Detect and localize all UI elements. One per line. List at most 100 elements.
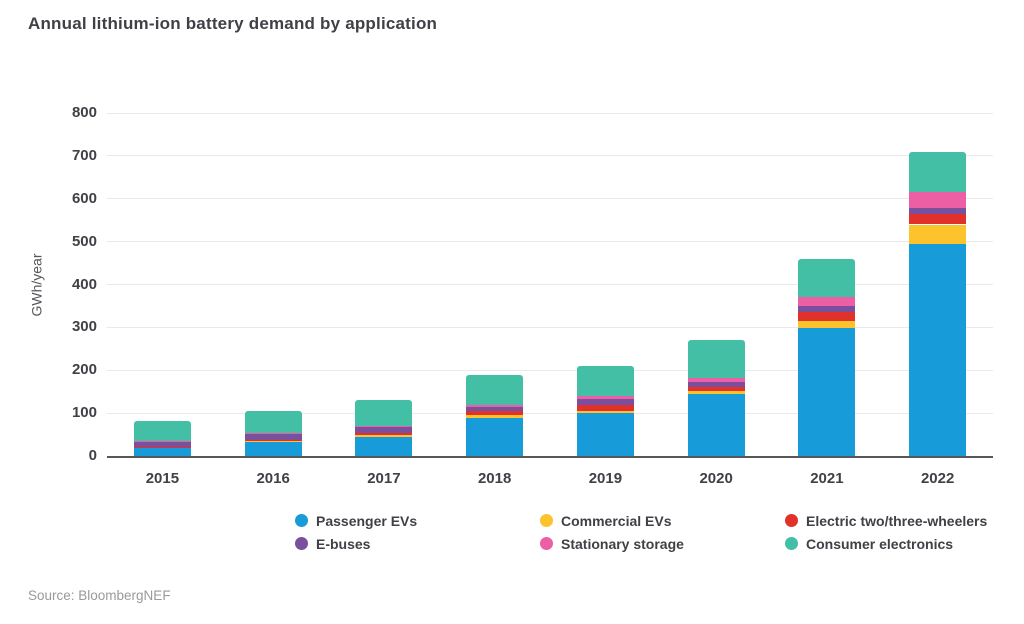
legend-item-e-buses: E-buses [295, 535, 370, 552]
bar-segment-2016-commercial-evs [244, 440, 302, 442]
x-tick-label-2015: 2015 [145, 470, 180, 487]
bar-segment-2020-e-buses [687, 381, 745, 387]
legend-dot-icon [785, 514, 798, 527]
legend-item-electric-two-three-wheelers: Electric two/three-wheelers [785, 512, 987, 529]
legend-label: Passenger EVs [316, 512, 418, 529]
bar-segment-2019-e-buses [576, 399, 634, 405]
bar-segment-2020-stationary-storage [687, 377, 745, 382]
source-note: Source: BloombergNEF [28, 588, 171, 603]
bar-2015 [133, 421, 191, 456]
bar-segment-2021-electric-two-three-wheelers [798, 312, 856, 321]
bar-2017 [355, 399, 413, 456]
grid-line-800 [107, 112, 993, 114]
y-tick-labels: 0 100 200 300 400 500 600 700 800 [50, 104, 97, 464]
bar-2016 [244, 410, 302, 456]
bar-2018 [466, 374, 524, 456]
x-axis-line [107, 456, 993, 458]
bar-segment-2020-electric-two-three-wheelers [687, 387, 745, 391]
bar-segment-2021-stationary-storage [798, 296, 856, 307]
bar-segment-2017-e-buses [355, 426, 413, 433]
y-tick-label-0: 0 [88, 447, 97, 464]
bar-segment-2022-electric-two-three-wheelers [909, 213, 967, 225]
x-tick-label-2016: 2016 [256, 470, 290, 487]
bar-segment-2019-stationary-storage [576, 395, 634, 400]
plot-area [107, 112, 993, 456]
legend-label: Electric two/three-wheelers [806, 512, 988, 529]
x-tick-label-2018: 2018 [477, 470, 512, 487]
grid-line-400 [107, 284, 993, 285]
bar-segment-2016-e-buses [244, 433, 302, 440]
bar-segment-2018-consumer-electronics [466, 374, 524, 405]
bar-segment-2018-passenger-evs [466, 418, 524, 456]
legend-dot-icon [295, 514, 308, 527]
grid-line-600 [107, 198, 993, 200]
grid-line-500 [107, 241, 993, 243]
legend-label: Stationary storage [561, 535, 684, 552]
bar-2020 [687, 340, 745, 456]
legend-dot-icon [295, 537, 308, 550]
legend-item-passenger-evs: Passenger EVs [295, 512, 417, 529]
bar-segment-2015-passenger-evs [133, 447, 191, 456]
bar-segment-2017-commercial-evs [355, 435, 413, 438]
y-tick-label-200: 200 [71, 361, 97, 379]
bar-segment-2022-consumer-electronics [909, 151, 967, 193]
bar-segment-2018-electric-two-three-wheelers [466, 411, 524, 416]
x-tick-label-2020: 2020 [699, 470, 733, 487]
bar-segment-2015-consumer-electronics [133, 421, 191, 441]
bar-segment-2020-commercial-evs [687, 390, 745, 394]
bar-segment-2018-commercial-evs [466, 415, 524, 419]
y-tick-label-800: 800 [71, 104, 97, 121]
bar-segment-2021-commercial-evs [798, 320, 856, 329]
chart-title: Annual lithium-ion battery demand by app… [28, 14, 438, 33]
x-tick-label-2021: 2021 [810, 470, 844, 487]
legend-item-stationary-storage: Stationary storage [540, 535, 684, 552]
bar-segment-2022-e-buses [909, 208, 967, 214]
bar-2021 [798, 258, 856, 456]
y-axis-title: GWh/year [28, 252, 45, 317]
legend-item-consumer-electronics: Consumer electronics [785, 535, 953, 552]
grid-line-100 [107, 412, 993, 414]
grid-line-200 [107, 369, 993, 371]
x-tick-label-2019: 2019 [588, 470, 623, 487]
bar-segment-2022-commercial-evs [909, 224, 967, 244]
bar-2019 [576, 365, 634, 456]
bar-segment-2019-electric-two-three-wheelers [576, 405, 634, 411]
y-tick-label-300: 300 [71, 318, 97, 336]
x-tick-labels: 2015 2016 2017 2018 2019 2020 2021 2022 [107, 470, 993, 492]
y-tick-label-100: 100 [71, 404, 97, 422]
bar-segment-2015-e-buses [133, 441, 191, 447]
y-axis-title-wrap: GWh/year [18, 113, 54, 456]
bar-segment-2018-stationary-storage [466, 404, 524, 408]
bar-segment-2022-passenger-evs [909, 243, 967, 456]
bar-segment-2016-consumer-electronics [244, 410, 302, 434]
bar-segment-2020-consumer-electronics [687, 340, 745, 378]
x-tick-label-2022: 2022 [920, 470, 955, 487]
bar-segment-2019-commercial-evs [576, 410, 634, 414]
x-tick-label-2017: 2017 [367, 470, 401, 487]
y-tick-label-400: 400 [71, 275, 97, 293]
bar-segment-2019-passenger-evs [576, 413, 634, 456]
bar-segment-2021-e-buses [798, 306, 856, 313]
grid-line-300 [107, 326, 993, 328]
legend-item-commercial-evs: Commercial EVs [540, 512, 672, 529]
bar-segment-2019-consumer-electronics [576, 365, 634, 396]
legend-dot-icon [540, 537, 553, 550]
bar-segment-2020-passenger-evs [687, 393, 745, 456]
legend-label: Commercial EVs [561, 512, 672, 529]
bar-segment-2018-e-buses [466, 407, 524, 412]
bar-2022 [909, 151, 967, 456]
y-tick-label-700: 700 [71, 146, 97, 164]
grid-line-700 [107, 155, 993, 157]
bar-segment-2016-passenger-evs [244, 441, 302, 456]
y-tick-label-500: 500 [71, 232, 97, 250]
bar-segment-2017-consumer-electronics [355, 399, 413, 426]
bar-segment-2017-stationary-storage [355, 425, 413, 427]
bar-segment-2017-electric-two-three-wheelers [355, 432, 413, 435]
bar-segment-2021-passenger-evs [798, 328, 856, 456]
bar-segment-2017-passenger-evs [355, 437, 413, 456]
y-tick-label-600: 600 [71, 189, 97, 207]
legend-label: E-buses [316, 535, 371, 552]
legend-dot-icon [540, 514, 553, 527]
legend-dot-icon [785, 537, 798, 550]
